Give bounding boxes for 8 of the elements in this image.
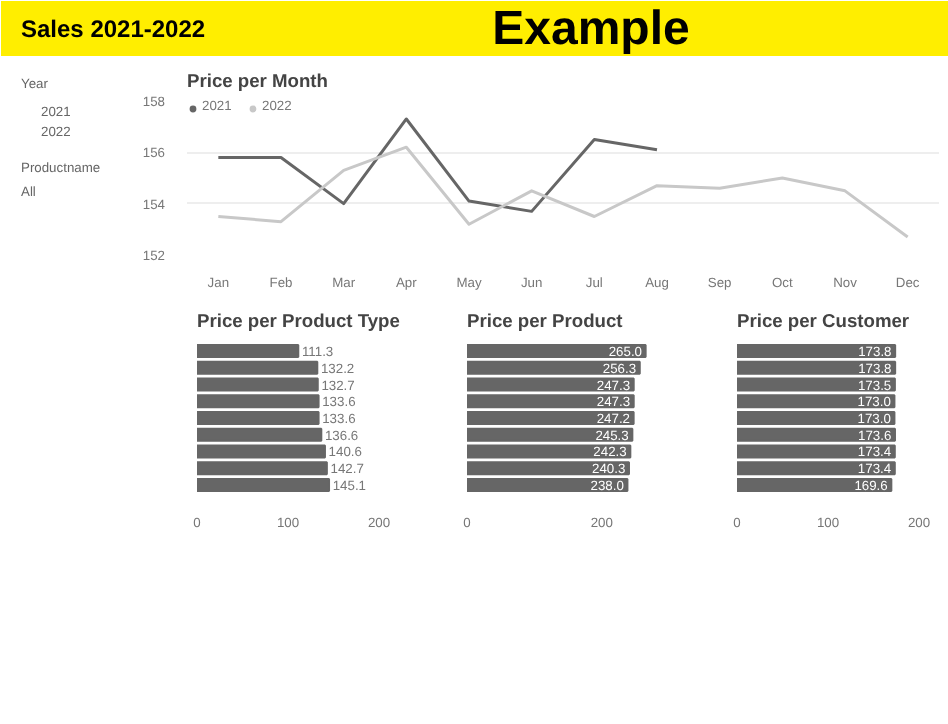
text: Sales 2021-2022 — [21, 15, 206, 43]
chart-title: Price per Customer — [737, 311, 910, 331]
line-series — [216, 117, 659, 213]
chart-title: Price per Product — [467, 311, 623, 331]
line-series — [216, 145, 910, 239]
chart-title: Price per Product Type — [197, 311, 400, 331]
text: Example — [492, 2, 690, 56]
chart-title: Price per Month — [187, 71, 329, 91]
